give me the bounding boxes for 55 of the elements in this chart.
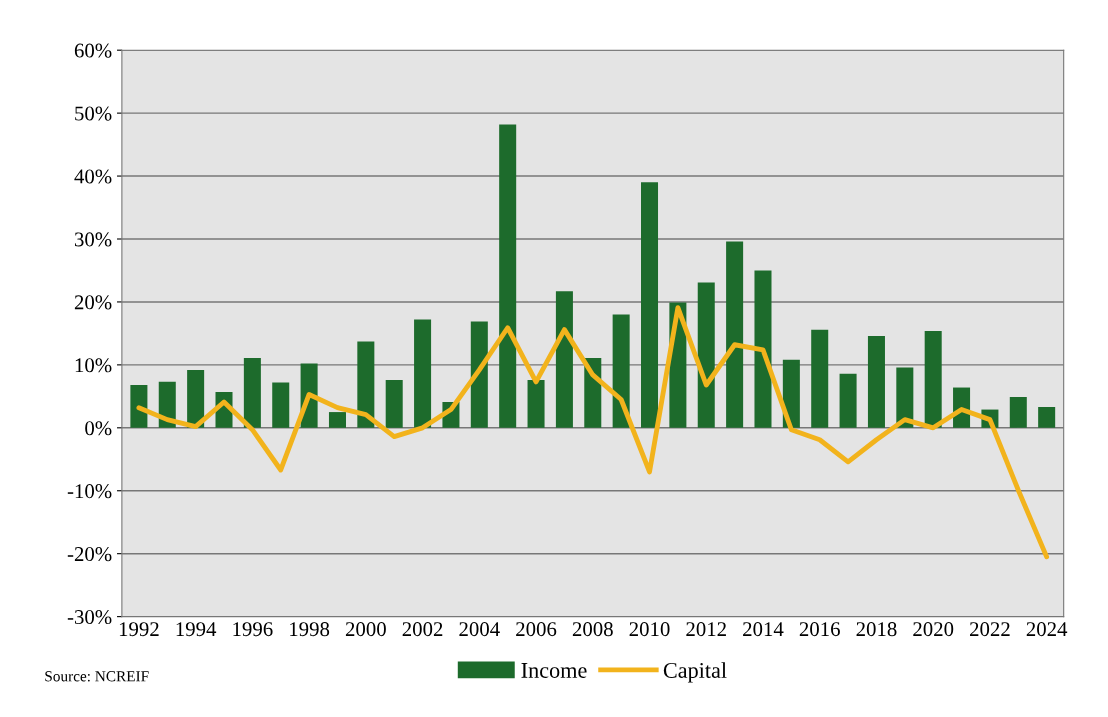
- bar: [272, 382, 290, 428]
- x-tick-label: 2008: [572, 622, 613, 637]
- x-tick-label: 2014: [743, 622, 784, 637]
- bar: [896, 367, 914, 428]
- y-tick-label: 0%: [85, 421, 112, 436]
- x-tick-label: 2022: [970, 622, 1010, 637]
- x-tick-label: 1998: [290, 622, 330, 637]
- x-tick-label: 2012: [686, 622, 726, 637]
- y-tick-label: -20%: [67, 547, 112, 562]
- bar: [1009, 396, 1027, 428]
- source-note: Source: NCREIF: [45, 671, 149, 682]
- x-tick-label: 2016: [799, 622, 840, 637]
- x-tick-label: 2010: [629, 622, 670, 637]
- bar: [867, 335, 885, 428]
- bar: [924, 330, 942, 428]
- legend-label: Capital: [663, 662, 727, 683]
- bar: [555, 291, 573, 428]
- bar: [839, 373, 857, 428]
- y-tick-label: 40%: [74, 169, 112, 184]
- y-tick-label: 20%: [74, 295, 112, 310]
- x-tick-label: 2000: [345, 622, 386, 637]
- bar: [499, 124, 517, 428]
- bar: [612, 314, 630, 428]
- bar: [1038, 407, 1056, 428]
- x-tick-label: 2024: [1026, 622, 1068, 637]
- x-tick-label: 2018: [856, 622, 897, 637]
- bar: [527, 379, 545, 428]
- y-tick-label: 30%: [74, 232, 112, 247]
- x-tick-label: 1996: [233, 622, 273, 637]
- bar: [697, 282, 715, 428]
- bar: [641, 182, 659, 428]
- x-tick-label: 2020: [913, 622, 954, 637]
- bar: [811, 329, 829, 428]
- y-tick-label: 10%: [75, 358, 112, 373]
- bar: [187, 369, 205, 428]
- bar: [130, 385, 148, 428]
- bar: [726, 241, 744, 428]
- x-tick-label: 1994: [176, 622, 217, 637]
- x-tick-label: 2006: [516, 622, 557, 637]
- y-tick-label: 60%: [74, 43, 112, 58]
- bar: [328, 412, 346, 428]
- y-tick-label: -10%: [67, 484, 112, 499]
- x-tick-label: 2002: [402, 622, 443, 637]
- line-series: [136, 305, 1050, 560]
- y-tick-label: -30%: [67, 609, 112, 625]
- bar: [385, 379, 403, 428]
- bar: [357, 341, 375, 428]
- y-tick-label: 50%: [75, 106, 112, 121]
- x-tick-label: 2004: [459, 622, 500, 637]
- legend-label: Income: [521, 663, 587, 678]
- bar: [414, 319, 432, 428]
- bar: [243, 357, 261, 428]
- bar: [754, 270, 772, 428]
- x-tick-label: 1992: [119, 622, 159, 637]
- bar: [470, 321, 488, 428]
